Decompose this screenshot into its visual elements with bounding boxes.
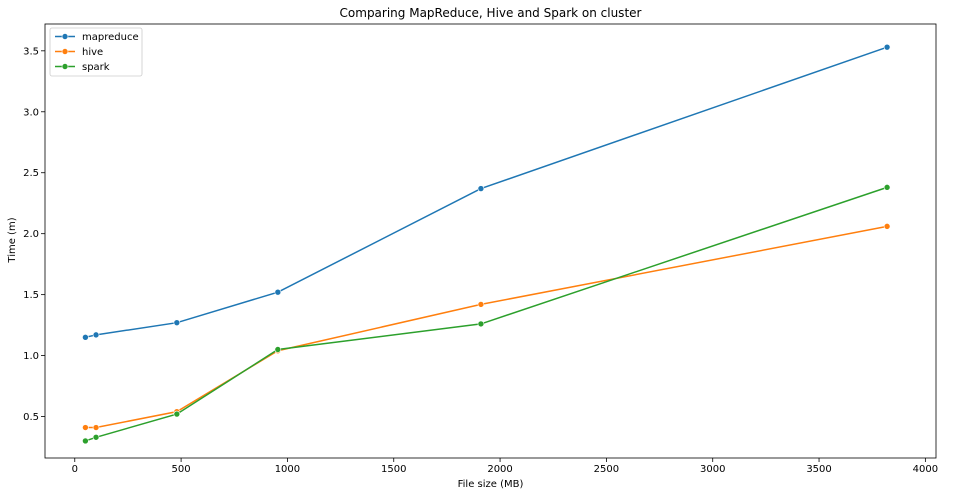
legend-marker-hive — [61, 48, 69, 55]
y-tick-label: 2.5 — [23, 168, 39, 179]
data-point-mapreduce — [274, 288, 282, 296]
legend-label-mapreduce: mapreduce — [82, 32, 139, 43]
x-tick-label: 3500 — [806, 464, 831, 475]
x-tick-label: 1500 — [381, 464, 406, 475]
x-tick-label: 2000 — [487, 464, 512, 475]
plot-area: 0 500 1000 1500 2000 2500 3000 3500 4000 0.5 1.0 1.… — [23, 23, 938, 475]
data-point-hive — [477, 301, 485, 308]
data-point-hive — [883, 223, 891, 230]
x-tick-label: 0 — [72, 464, 78, 475]
y-tick-label: 1.5 — [23, 290, 39, 301]
y-tick-label: 3.0 — [23, 107, 39, 118]
series-line-mapreduce — [85, 46, 888, 339]
x-tick-label: 1000 — [275, 464, 300, 475]
y-tick-label: 2.0 — [23, 229, 39, 240]
x-tick-label: 4000 — [913, 464, 938, 475]
legend-marker-mapreduce — [61, 33, 69, 40]
data-point-spark — [173, 410, 181, 418]
data-point-mapreduce — [173, 319, 181, 326]
x-tick-label: 500 — [172, 464, 191, 475]
data-point-mapreduce — [92, 331, 100, 339]
y-tick-label: 0.5 — [23, 412, 39, 423]
chart-title: Comparing MapReduce, Hive and Spark on c… — [340, 6, 642, 20]
x-tick-label: 2500 — [594, 464, 619, 475]
data-point-spark — [883, 184, 891, 191]
plot-frame — [44, 23, 937, 459]
legend-label-spark: spark — [82, 62, 110, 73]
data-point-mapreduce — [883, 43, 891, 51]
series-line-hive — [85, 225, 888, 429]
data-point-spark — [82, 437, 89, 445]
data-point-spark — [92, 433, 100, 441]
legend-box — [49, 27, 143, 77]
data-point-mapreduce — [82, 334, 89, 341]
legend: mapreduce hive spark — [49, 27, 143, 77]
legend-marker-spark — [61, 63, 69, 70]
legend-label-hive: hive — [82, 47, 103, 58]
data-point-hive — [82, 424, 89, 431]
x-tick-label: 3000 — [700, 464, 725, 475]
y-tick-label: 1.0 — [23, 351, 39, 362]
y-tick-label: 3.5 — [23, 46, 39, 57]
y-axis-label: Time (m) — [7, 217, 18, 263]
data-point-spark — [477, 320, 485, 328]
x-axis-label: File size (MB) — [458, 479, 524, 490]
data-point-spark — [274, 346, 282, 353]
data-point-mapreduce — [477, 185, 485, 192]
data-point-hive — [92, 424, 100, 431]
